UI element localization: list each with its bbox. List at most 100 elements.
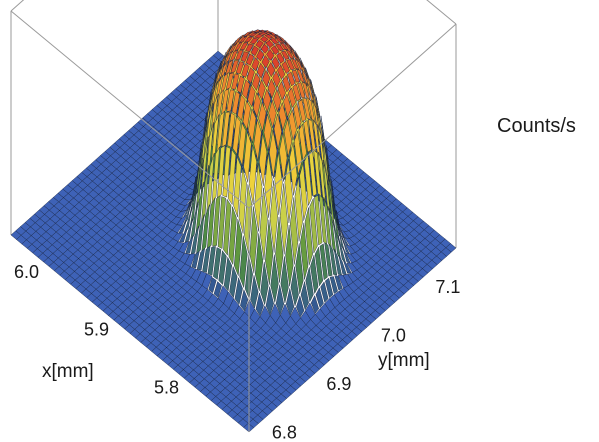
surface-cell [305,267,314,303]
surface-cell [236,75,245,94]
surface-cell [235,50,244,61]
y-tick-label: 6.9 [326,374,351,394]
surface-cells [10,29,457,433]
surface-cell [274,151,283,215]
surface-cell [231,90,241,115]
surface-cell [178,220,187,234]
surface-cell [264,34,274,39]
surface-cell [315,287,324,309]
surface-cell [234,276,243,306]
surface-cell [303,119,312,153]
surface-cell [239,35,248,44]
surface-cell [253,119,262,161]
surface-cell [289,45,298,58]
surface-cell [196,247,206,271]
box-edge [10,0,25,12]
surface-cell [282,75,291,93]
surface-cell [221,111,230,148]
surface-cell [255,292,264,317]
surface-cell [281,61,291,74]
y-axis-label: y[mm] [378,350,430,371]
surface-cell [291,69,301,83]
surface-cell [247,84,256,108]
surface-cell [310,294,320,314]
surface-cell [279,183,289,255]
surface-cell [286,59,295,70]
surface-cell [319,243,328,281]
surface-cell [254,233,264,292]
surface-cell [298,123,307,162]
surface-cell [243,131,252,183]
surface-cell [279,42,289,51]
surface-cell [265,40,274,48]
surface-cell [234,41,243,52]
surface-cell [259,187,268,260]
x-axis-label: x[mm] [42,361,94,382]
surface-cell [193,143,202,202]
surface-cell [228,206,237,266]
surface-cell [279,132,288,182]
surface-cell [240,51,249,62]
surface-cell [276,52,285,64]
surface-cell [207,246,216,276]
surface-cell [227,112,236,148]
surface-cell [300,222,309,280]
surface-cell [283,119,293,158]
surface-cell [297,99,307,123]
surface-cell [294,176,303,242]
surface-cell [334,275,343,291]
surface-cell [331,182,340,237]
surface-cell [261,54,270,69]
surface-cell [314,246,324,287]
y-tick-label: 7.0 [381,325,406,345]
surface-cell [213,60,222,90]
bounding-box-front [10,10,457,432]
surface-cell [290,266,299,307]
surface-cell [217,196,226,249]
surface-cell [248,32,259,37]
surface-cell [258,32,269,35]
y-tick-label: 7.1 [435,277,460,297]
surface-cell [326,154,336,220]
surface-cell [237,121,247,166]
surface-cell [278,101,287,132]
surface-cell [277,64,286,80]
surface-cell [218,250,227,286]
z-axis-label: Counts/s [497,115,576,137]
surface-cell [264,153,273,218]
surface-cell [295,52,304,68]
surface-cell [288,108,297,142]
surface-cell [259,36,269,43]
surface-cell [285,224,294,287]
surface-cell [244,36,254,43]
surface-cell [262,88,272,113]
surface-cell [269,129,278,179]
surface-cell [265,219,274,285]
surface-cell [280,256,289,304]
surface-cell [320,281,329,303]
surface-cell [191,250,200,269]
surface-cell [271,56,280,70]
surface-cell [252,91,261,119]
surface-cell [237,94,246,122]
surface-cell [243,32,252,38]
surface-cell [249,37,259,45]
surface-cell [203,89,212,144]
surface-cell [248,107,257,143]
surface-cell [260,261,269,305]
surface-cell [258,101,267,132]
surface-cell [202,245,211,273]
surface-cell [270,254,279,303]
surface-cell [223,198,232,256]
surface-cell [256,49,265,62]
surface-cell [230,60,239,74]
surface-cell [244,184,253,254]
surface-cell [333,248,343,276]
surface-cell [242,100,251,131]
surface-cell [185,235,194,254]
surface-cell [225,72,235,91]
surface-cell [270,38,279,44]
surface-cell [245,53,255,66]
surface-cell [254,33,264,39]
surface-cell [255,39,264,49]
